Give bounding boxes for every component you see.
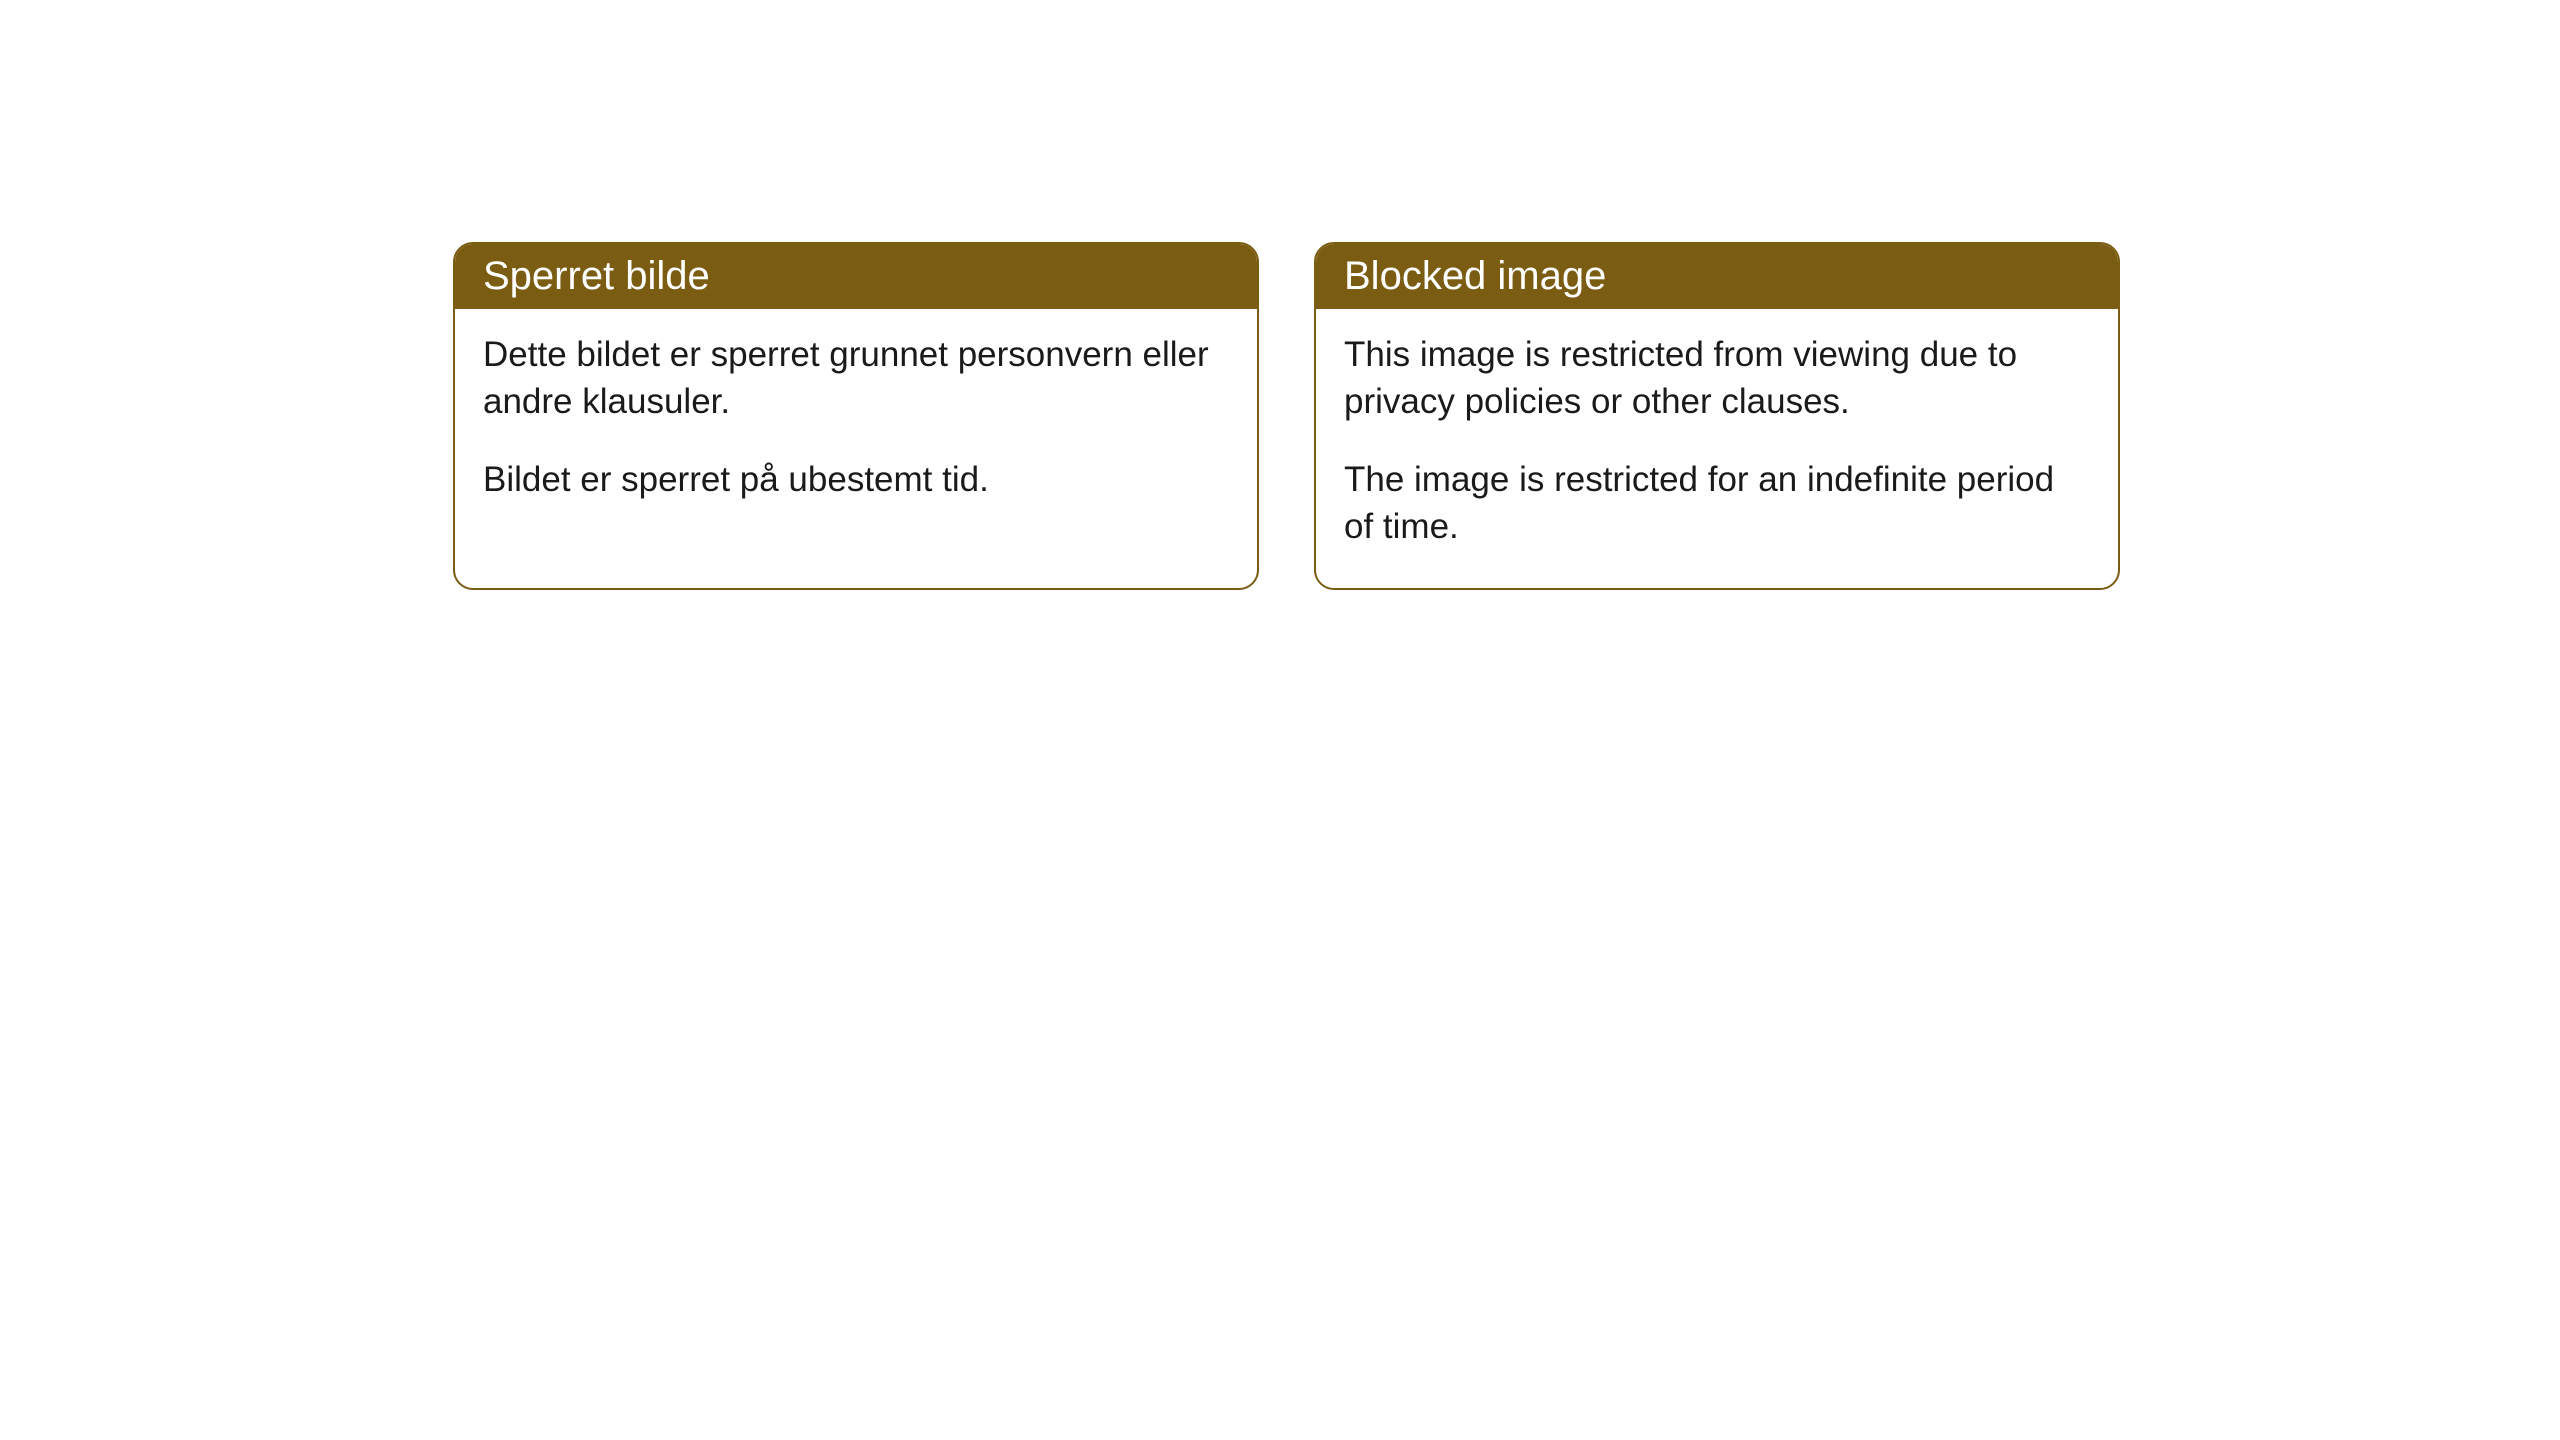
- card-paragraph-1-english: This image is restricted from viewing du…: [1344, 331, 2090, 426]
- card-body-english: This image is restricted from viewing du…: [1316, 309, 2118, 588]
- card-body-norwegian: Dette bildet er sperret grunnet personve…: [455, 309, 1257, 541]
- card-paragraph-1-norwegian: Dette bildet er sperret grunnet personve…: [483, 331, 1229, 426]
- card-paragraph-2-english: The image is restricted for an indefinit…: [1344, 456, 2090, 551]
- blocked-image-card-english: Blocked image This image is restricted f…: [1314, 242, 2120, 590]
- card-header-norwegian: Sperret bilde: [455, 244, 1257, 309]
- card-header-english: Blocked image: [1316, 244, 2118, 309]
- card-paragraph-2-norwegian: Bildet er sperret på ubestemt tid.: [483, 456, 1229, 503]
- notice-cards-container: Sperret bilde Dette bildet er sperret gr…: [453, 242, 2120, 590]
- blocked-image-card-norwegian: Sperret bilde Dette bildet er sperret gr…: [453, 242, 1259, 590]
